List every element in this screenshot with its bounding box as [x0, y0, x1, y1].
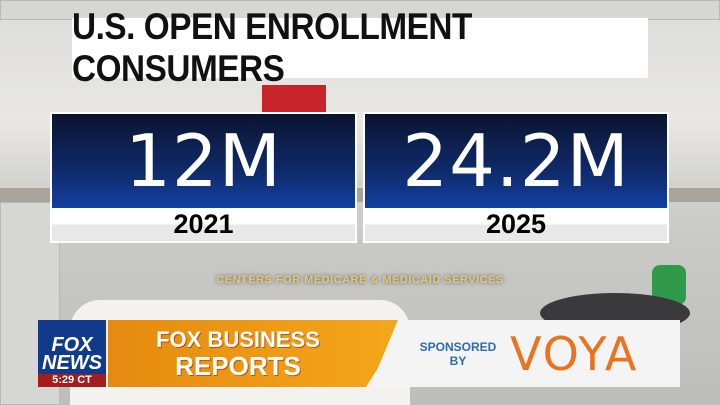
segment-title-line1: FOX BUSINESS	[156, 326, 320, 352]
sponsor-logo: VOYA	[510, 326, 639, 381]
sharps-container	[262, 85, 326, 113]
stat-year: 2025	[365, 208, 667, 241]
fox-news-logo: FOX NEWS 5:29 CT	[38, 320, 106, 387]
stat-value: 12M	[52, 114, 355, 208]
stat-card-2025: 24.2M 2025	[363, 112, 669, 243]
source-credit: CENTERS FOR MEDICARE & MEDICAID SERVICES	[216, 274, 504, 286]
sponsored-by-label: SPONSORED BY	[419, 339, 497, 368]
segment-banner: FOX BUSINESS REPORTS	[108, 320, 408, 387]
stat-value: 24.2M	[365, 114, 667, 208]
network-logo-text: FOX NEWS	[42, 334, 102, 374]
segment-title-line2: REPORTS	[175, 350, 301, 381]
headline: U.S. OPEN ENROLLMENT CONSUMERS	[72, 6, 648, 89]
sponsor-panel: SPONSORED BY VOYA	[370, 320, 680, 387]
stat-year: 2021	[52, 208, 355, 241]
clock: 5:29 CT	[38, 374, 106, 387]
stat-card-2021: 12M 2021	[50, 112, 357, 243]
